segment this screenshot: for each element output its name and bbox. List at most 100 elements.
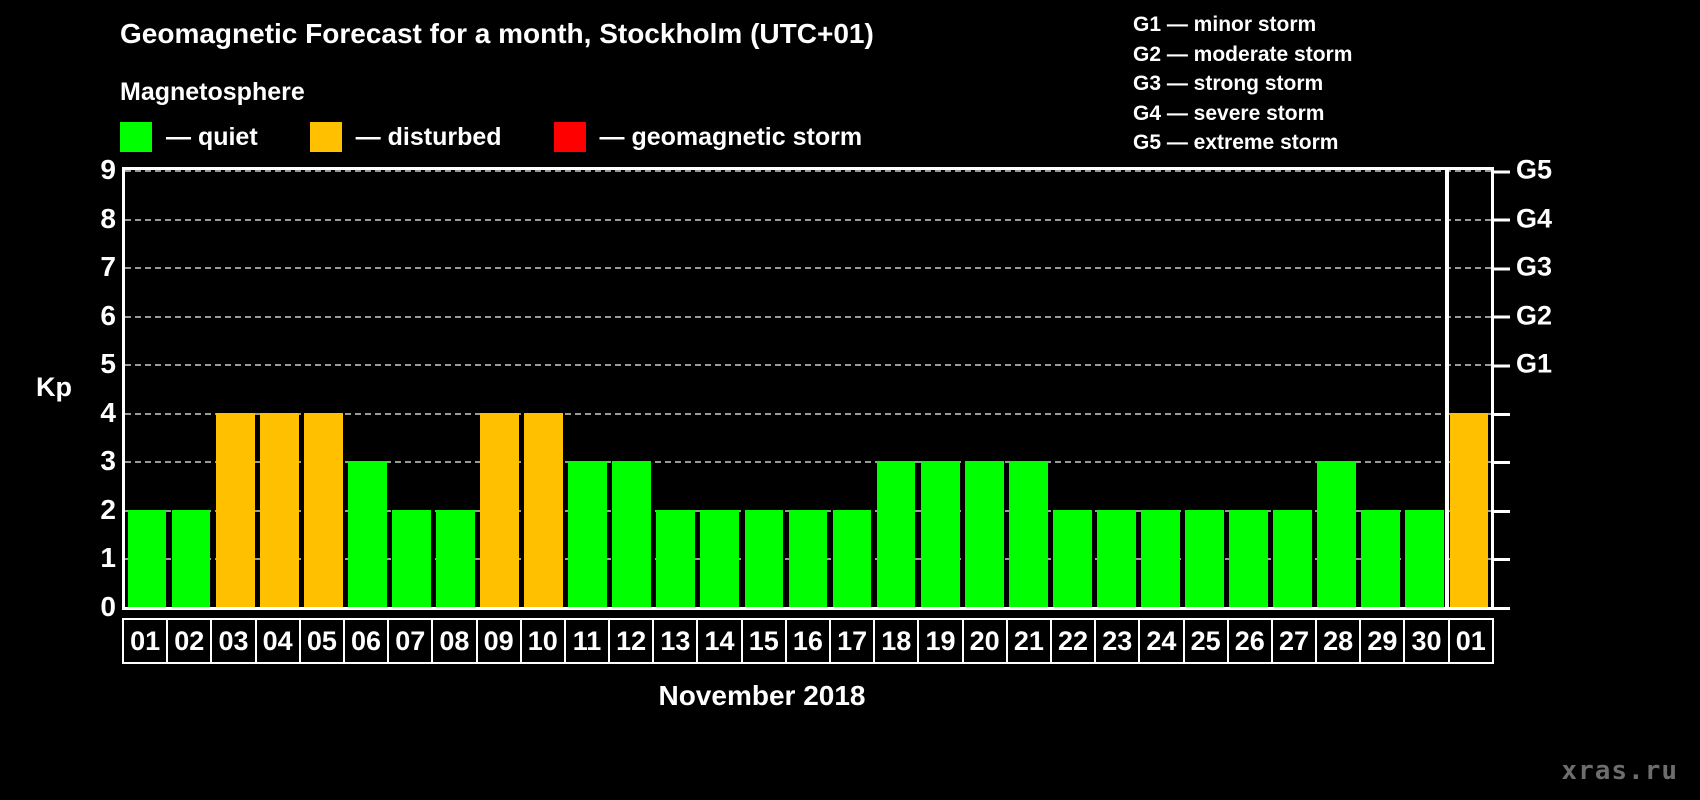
bar-cell[interactable] [786,170,830,607]
kp-bar[interactable] [347,461,387,607]
x-axis-day-cell[interactable]: 15 [743,620,787,662]
kp-bar[interactable] [612,461,652,607]
bar-cell[interactable] [874,170,918,607]
x-axis-day-cell[interactable]: 01 [1455,625,1486,656]
kp-bar[interactable] [127,509,167,607]
x-axis-day-cell[interactable]: 18 [875,620,920,662]
kp-bar[interactable] [303,412,343,607]
bar-cell[interactable] [918,170,962,607]
x-axis-day-cell[interactable]: 25 [1185,620,1229,662]
bar-cell[interactable] [566,170,610,607]
kp-bar[interactable] [568,461,608,607]
kp-bar[interactable] [259,412,299,607]
kp-bar[interactable] [876,461,916,607]
bar-cell[interactable] [522,170,566,607]
x-axis-day-cell[interactable]: 08 [433,620,478,662]
x-axis-day-cell[interactable]: 17 [831,620,876,662]
x-axis-day-cell[interactable]: 07 [389,620,434,662]
kp-bar[interactable] [1052,509,1092,607]
bar-cell[interactable] [1315,170,1359,607]
x-axis-day-cell[interactable]: 10 [522,620,566,662]
bar-cell[interactable] [213,170,257,607]
kp-bar[interactable] [656,509,696,607]
x-axis-day-cell[interactable]: 21 [1008,620,1052,662]
kp-bar[interactable] [1361,509,1401,607]
kp-bar[interactable] [920,461,960,607]
bar-cell[interactable] [433,170,477,607]
chart-subtitle: Magnetosphere [120,78,305,106]
bar-cell[interactable] [1403,170,1447,607]
kp-bar[interactable] [392,509,431,607]
x-axis-day-cell[interactable]: 28 [1317,620,1362,662]
bar-cell[interactable] [654,170,698,607]
kp-bar[interactable] [436,509,475,607]
bar-cell[interactable] [610,170,654,607]
kp-bar[interactable] [744,509,784,607]
x-axis-day-cell[interactable]: 04 [257,620,301,662]
kp-bar[interactable] [480,412,519,607]
x-axis-day-cell[interactable]: 13 [654,620,699,662]
kp-bar[interactable] [1141,509,1180,607]
bar-cell[interactable] [169,170,213,607]
kp-bar[interactable] [700,509,740,607]
kp-bar[interactable] [215,412,255,607]
x-axis-day-cell[interactable]: 11 [566,620,611,662]
bar-cell[interactable] [257,170,301,607]
kp-bar[interactable] [788,509,828,607]
bar-cell[interactable] [698,170,742,607]
kp-bar[interactable] [1229,509,1268,607]
x-axis-day-cell[interactable]: 16 [787,620,831,662]
x-axis-day-cell[interactable]: 27 [1273,620,1318,662]
x-axis-day-cell[interactable]: 26 [1229,620,1273,662]
kp-bar[interactable] [1008,461,1048,607]
x-axis-day-cell[interactable]: 19 [919,620,964,662]
x-axis-day-cell[interactable]: 06 [345,620,390,662]
g-scale-legend: G1 — minor storm G2 — moderate storm G3 — … [1133,10,1352,158]
x-axis-day-cell[interactable]: 22 [1052,620,1097,662]
bar-cell[interactable] [1138,170,1182,607]
kp-bar[interactable] [1405,509,1445,607]
kp-bar[interactable] [1273,509,1313,607]
kp-bar[interactable] [832,509,872,607]
kp-bar[interactable] [171,509,211,607]
bar-cell[interactable] [478,170,522,607]
bar-cell[interactable] [1094,170,1138,607]
x-axis-day-cell[interactable]: 01 [124,620,169,662]
bar-cell[interactable] [345,170,389,607]
x-axis-day-cell[interactable]: 24 [1140,620,1185,662]
x-axis-day-cell[interactable]: 03 [212,620,257,662]
kp-bar[interactable] [524,412,563,607]
bar-cell[interactable] [1359,170,1403,607]
bar-cell[interactable] [1050,170,1094,607]
kp-bar[interactable] [964,461,1004,607]
x-axis-day-cell[interactable]: 12 [610,620,655,662]
kp-bar[interactable] [1449,412,1489,607]
bar-cell[interactable] [301,170,345,607]
bar-cell[interactable] [742,170,786,607]
bar-cell[interactable] [830,170,874,607]
x-axis-day-cell[interactable]: 05 [301,620,345,662]
bar-cell[interactable] [125,170,169,607]
bar-cell[interactable] [1271,170,1315,607]
gridline [125,267,1491,270]
x-axis-day-cell[interactable]: 29 [1361,620,1406,662]
bar-cell[interactable] [1183,170,1227,607]
x-axis-day-cell[interactable]: 23 [1096,620,1141,662]
bar-cell[interactable] [1447,170,1491,607]
legend-item: — geomagnetic storm [553,122,862,152]
bar-cell[interactable] [1006,170,1050,607]
bar-cell[interactable] [389,170,433,607]
x-axis-day-cell[interactable]: 14 [698,620,743,662]
kp-bar[interactable] [1185,509,1224,607]
kp-bar[interactable] [1317,461,1357,607]
kp-bar[interactable] [1097,509,1136,607]
green-square-swatch [120,122,152,152]
x-axis-day-cell[interactable]: 20 [964,620,1008,662]
x-axis-day-cell[interactable]: 09 [478,620,522,662]
x-axis-day-cell[interactable]: 02 [168,620,213,662]
bar-cell[interactable] [962,170,1006,607]
bar-cell[interactable] [1227,170,1271,607]
y-axis-label: Kp [36,372,72,402]
x-axis-day-cell[interactable]: 30 [1405,620,1450,662]
